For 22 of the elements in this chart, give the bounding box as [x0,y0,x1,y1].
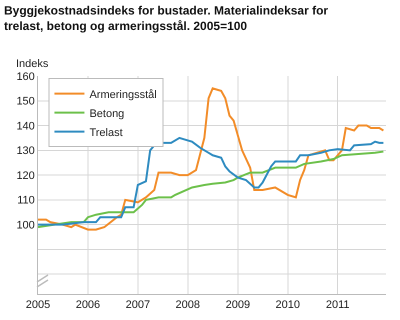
line-series [38,150,384,228]
y-tick-label: 110 [17,194,35,207]
x-tick-label: 2009 [226,299,250,312]
y-tick-label: 100 [16,219,35,232]
line-series [38,87,384,231]
x-tick-label: 2005 [26,299,50,312]
y-tick-label: 150 [16,96,35,108]
y-tick-label: 140 [16,120,35,132]
y-axis-title: Indeks [16,58,49,70]
x-tick-label: 2006 [76,299,100,312]
legend-label: Betong [89,108,124,120]
x-tick-label: 2011 [326,299,350,312]
y-tick-label: 160 [16,70,35,83]
legend-label: Armeringsstål [89,88,157,101]
legend-label: Trelast [89,126,123,139]
y-tick-label: 130 [16,145,35,158]
line-series [38,136,384,226]
x-tick-label: 2008 [176,299,200,312]
x-tick-label: 2007 [126,299,150,312]
chart-title: Byggjekostnadsindeks for bustader. Materialindeksar for trelast, betong og armeringsstål. 2005=100 [4,3,328,33]
y-tick-label: 120 [16,170,35,182]
x-tick-label: 2010 [276,299,300,312]
